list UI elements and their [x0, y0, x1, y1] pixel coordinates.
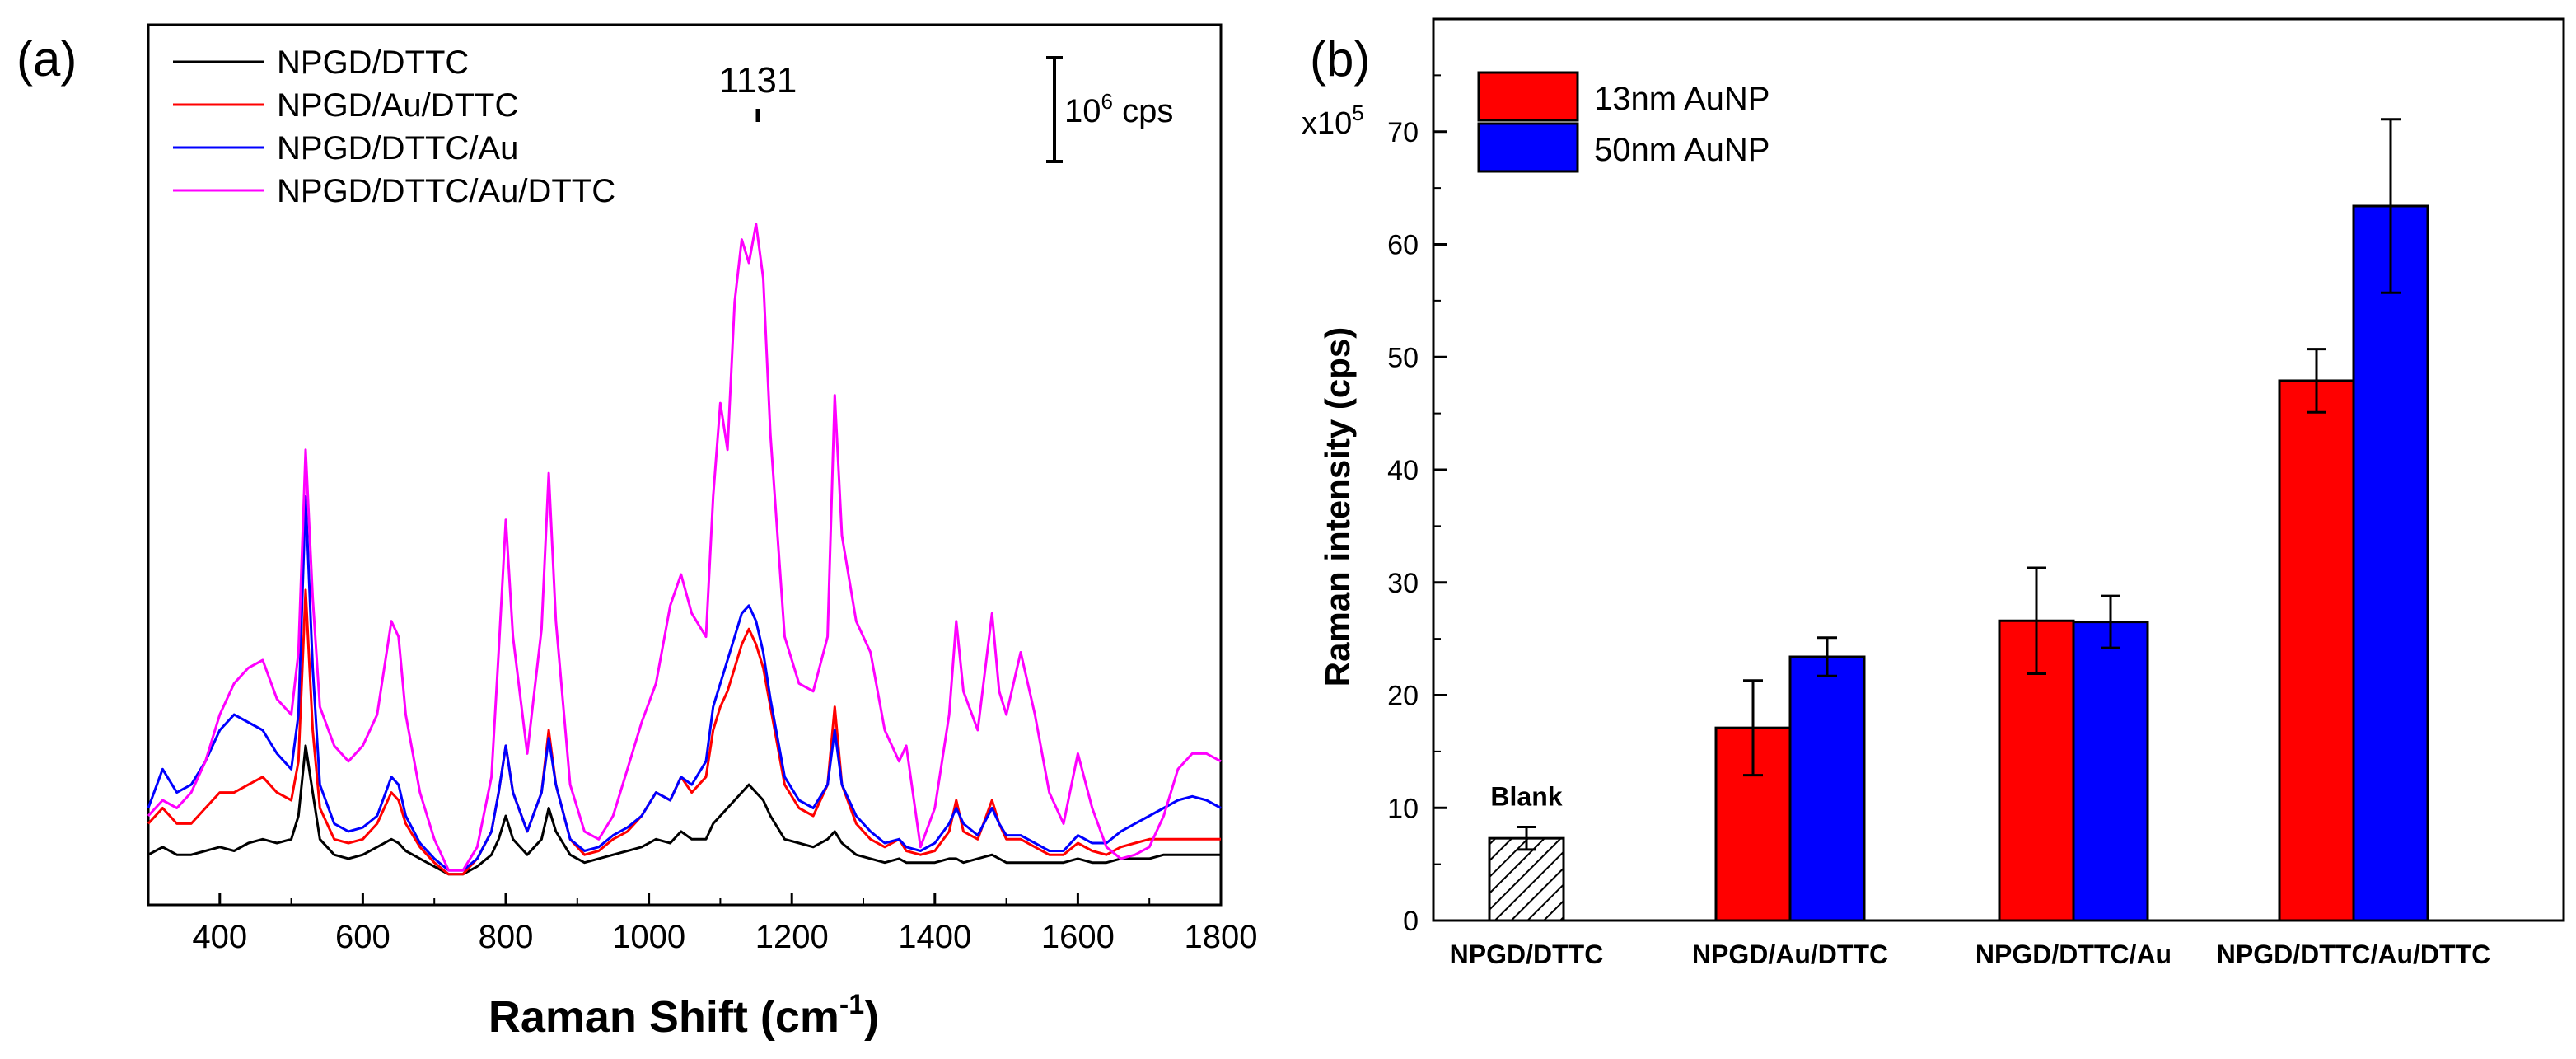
legend-swatch: [1477, 122, 1579, 173]
panel-b-y-axis-title: Raman intensity (cps): [1318, 327, 1357, 686]
peak-label-1131: 1131: [719, 60, 797, 101]
panel-b-category-labels: NPGD/DTTC NPGD/Au/DTTC NPGD/DTTC/Au NPGD/DT…: [1450, 940, 2491, 969]
panel-a-legend: NPGD/DTTC NPGD/Au/DTTC NPGD/DTTC/Au NPGD/DT…: [173, 45, 615, 209]
category-label: NPGD/DTTC/Au: [1975, 940, 2172, 969]
y-tick-label: 0: [1403, 906, 1419, 937]
spectrum-line-npgd-dttc: [147, 744, 1221, 876]
panel-a-x-axis-title: Raman Shift (cm-1): [489, 989, 879, 1042]
category-label: NPGD/DTTC: [1450, 940, 1604, 969]
y-tick-label: 60: [1387, 230, 1419, 261]
scale-bar: 106 cps: [1046, 56, 1173, 163]
spectrum-line-npgd-au-dttc: [147, 588, 1221, 876]
spectrum-line-npgd-dttc-au-dttc: [147, 223, 1222, 872]
legend-swatch: [1477, 71, 1579, 122]
y-multiplier: x105: [1302, 101, 1364, 141]
y-tick-label: 70: [1387, 117, 1419, 148]
x-tick-label: 1400: [898, 919, 971, 955]
panel-b-y-ticks: 0 10 20 30 40 50 60 70: [1387, 74, 1447, 937]
bar-50nm-aunp: [2072, 621, 2149, 922]
x-tick-label: 1200: [755, 919, 829, 955]
spectrum-line-npgd-dttc-au: [147, 495, 1222, 872]
blank-label: Blank: [1490, 781, 1562, 811]
category-label: NPGD/DTTC/Au/DTTC: [2217, 940, 2490, 969]
panel-a-label: (a): [16, 31, 77, 87]
panel-a-frame: [147, 23, 1223, 907]
panel-a: (a) 400 600 800 1000 1200 1400 1600 1800 NPGD/D…: [16, 23, 1258, 1042]
x-tick-label: 600: [335, 919, 390, 955]
legend-label: 13nm AuNP: [1594, 81, 1770, 117]
y-tick-label: 30: [1387, 568, 1419, 599]
panel-a-x-ticks: 400 600 800 1000 1200 1400 1600 1800: [147, 893, 1258, 955]
y-tick-label: 40: [1387, 455, 1419, 486]
panel-a-series: [147, 223, 1222, 876]
x-tick-label: 1600: [1041, 919, 1115, 955]
legend-label: 50nm AuNP: [1594, 132, 1770, 168]
x-tick-label: 400: [192, 919, 247, 955]
category-label: NPGD/Au/DTTC: [1692, 940, 1888, 969]
legend-label: NPGD/DTTC: [277, 45, 469, 81]
panel-b-label: (b): [1310, 31, 1370, 87]
bar-50nm-aunp: [1788, 655, 1866, 922]
legend-label: NPGD/DTTC/Au/DTTC: [277, 173, 615, 209]
bar-13nm-aunp: [2278, 379, 2355, 922]
legend-label: NPGD/Au/DTTC: [277, 87, 518, 124]
y-tick-label: 50: [1387, 342, 1419, 373]
y-tick-label: 10: [1387, 793, 1419, 824]
bar-50nm-aunp: [2352, 204, 2429, 922]
panel-b-bars: Blank: [1488, 118, 2429, 922]
x-tick-label: 800: [479, 919, 534, 955]
x-tick-label: 1800: [1185, 919, 1258, 955]
x-tick-label: 1000: [612, 919, 685, 955]
legend-label: NPGD/DTTC/Au: [277, 130, 518, 166]
scale-bar-label: 106 cps: [1064, 89, 1173, 129]
y-tick-label: 20: [1387, 681, 1419, 712]
panel-b-legend: 13nm AuNP 50nm AuNP: [1477, 71, 1770, 173]
